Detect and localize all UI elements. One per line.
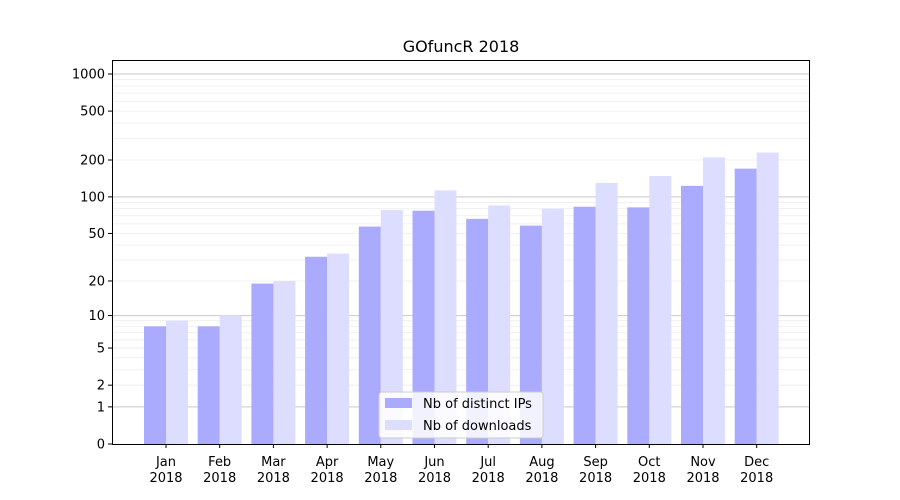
legend: Nb of distinct IPs Nb of downloads (378, 391, 544, 439)
y-tick-label: 10 (88, 309, 105, 324)
x-tick-label-year: 2018 (257, 471, 290, 486)
y-tick-label: 100 (80, 190, 105, 205)
bar-distinct-ips (412, 210, 435, 444)
bar-distinct-ips (519, 225, 542, 444)
bar-downloads (166, 320, 188, 444)
bar-distinct-ips (466, 218, 489, 444)
x-tick-label-year: 2018 (740, 471, 773, 486)
bar-downloads (649, 176, 672, 444)
x-tick-label-year: 2018 (311, 471, 344, 486)
x-tick-label-month: Aug (529, 455, 554, 470)
bar-distinct-ips (734, 168, 757, 445)
bar-downloads (273, 280, 296, 444)
x-tick-label-year: 2018 (525, 471, 558, 486)
y-tick-label: 2 (97, 379, 105, 394)
x-tick-label-month: Mar (261, 455, 286, 470)
bar-downloads (541, 208, 564, 444)
x-tick-label-year: 2018 (149, 471, 182, 486)
y-tick-label: 0 (97, 438, 105, 453)
bar-distinct-ips (144, 326, 166, 444)
legend-swatch-ips (385, 398, 412, 408)
x-tick-label-month: Jul (479, 455, 496, 470)
bar-downloads (327, 253, 350, 444)
bar-distinct-ips (681, 185, 703, 445)
x-axis: Jan2018Feb2018Mar2018Apr2018May2018Jun20… (149, 444, 773, 486)
bar-distinct-ips (197, 326, 220, 444)
x-tick-label-month: Jun (423, 455, 444, 470)
bar-distinct-ips (358, 226, 381, 444)
bar-downloads (434, 190, 457, 444)
x-tick-label-year: 2018 (633, 471, 666, 486)
bar-downloads (380, 210, 403, 444)
x-tick-label-month: Oct (638, 455, 660, 470)
x-tick-label-month: Apr (316, 455, 339, 470)
y-tick-label: 5 (97, 342, 105, 357)
x-tick-label-month: May (367, 455, 394, 470)
x-tick-label-year: 2018 (418, 471, 451, 486)
bar-downloads (756, 152, 779, 444)
legend-label-ips: Nb of distinct IPs (423, 397, 532, 412)
bar-downloads (595, 182, 618, 445)
y-tick-label: 1 (97, 400, 105, 415)
y-tick-label: 200 (80, 154, 105, 169)
bar-downloads (219, 315, 242, 444)
bar-distinct-ips (573, 206, 596, 444)
bar-downloads (703, 157, 725, 444)
bars (144, 152, 779, 445)
x-tick-label-year: 2018 (686, 471, 719, 486)
x-tick-label-month: Jan (155, 455, 176, 470)
x-tick-label-month: Dec (744, 455, 769, 470)
x-tick-label-year: 2018 (203, 471, 236, 486)
legend-swatch-downloads (385, 420, 412, 430)
chart-title: GOfuncR 2018 (403, 37, 520, 56)
bar-downloads (488, 205, 511, 444)
y-tick-label: 20 (88, 274, 105, 289)
plot-frame (112, 60, 810, 445)
x-tick-label-month: Sep (583, 455, 608, 470)
y-tick-label: 50 (88, 227, 105, 242)
x-tick-label-month: Feb (208, 455, 231, 470)
bar-distinct-ips (305, 256, 328, 444)
y-axis: 0 1 2 5 10 20 50 100 200 500 1000 (72, 68, 112, 453)
x-tick-label-year: 2018 (579, 471, 612, 486)
y-tick-label: 500 (80, 105, 105, 120)
x-tick-label-month: Nov (690, 455, 716, 470)
x-tick-label-year: 2018 (472, 471, 505, 486)
bar-distinct-ips (627, 207, 650, 444)
legend-frame (378, 391, 544, 439)
y-tick-label: 1000 (72, 68, 105, 83)
legend-label-downloads: Nb of downloads (423, 419, 532, 434)
x-tick-label-year: 2018 (364, 471, 397, 486)
bar-distinct-ips (251, 283, 274, 444)
